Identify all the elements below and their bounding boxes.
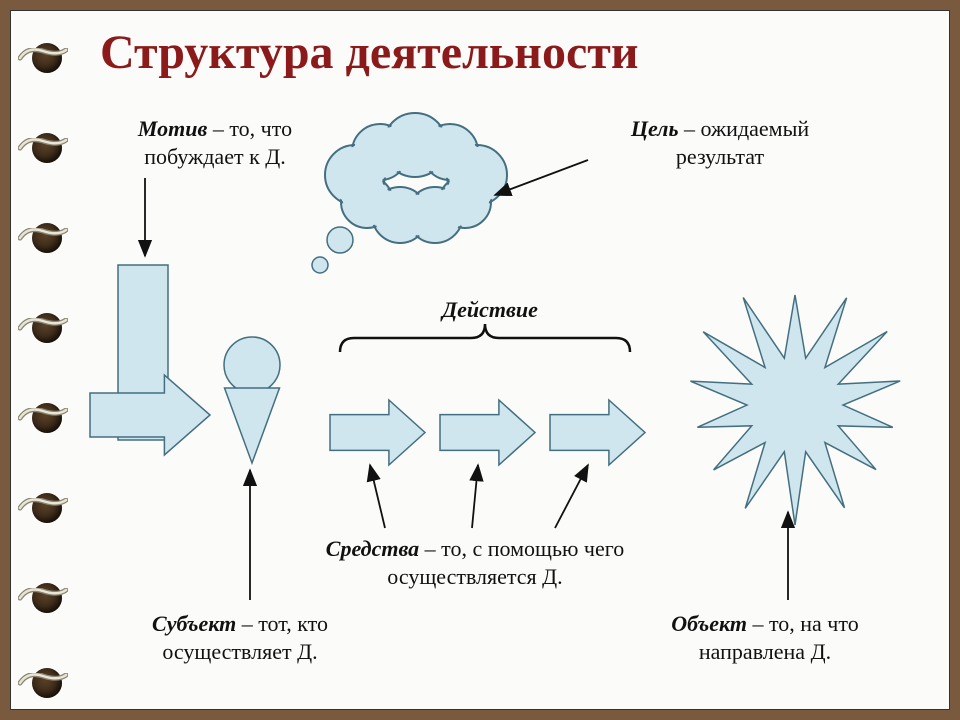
label-object-term: Объект — [671, 611, 747, 636]
label-action-term: Действие — [442, 297, 538, 322]
label-motive-term: Мотив — [138, 116, 207, 141]
label-means: Средства – то, с помощью чего осуществля… — [320, 535, 630, 590]
label-motive: Мотив – то, что побуждает к Д. — [105, 115, 325, 170]
label-subject-term: Субъект — [152, 611, 236, 636]
label-goal-rest: – ожидаемый результат — [676, 116, 809, 169]
label-goal-term: Цель — [631, 116, 679, 141]
slide-frame: Структура деятельности Мотив – то, что п… — [0, 0, 960, 720]
label-object: Объект – то, на что направлена Д. — [635, 610, 895, 665]
label-goal: Цель – ожидаемый результат — [595, 115, 845, 170]
slide-title: Структура деятельности — [100, 25, 639, 80]
label-means-rest: – то, с помощью чего осуществляется Д. — [387, 536, 624, 589]
label-subject: Субъект – тот, кто осуществляет Д. — [120, 610, 360, 665]
binder-rings — [24, 18, 76, 702]
label-action: Действие — [430, 296, 550, 324]
label-means-term: Средства — [326, 536, 419, 561]
